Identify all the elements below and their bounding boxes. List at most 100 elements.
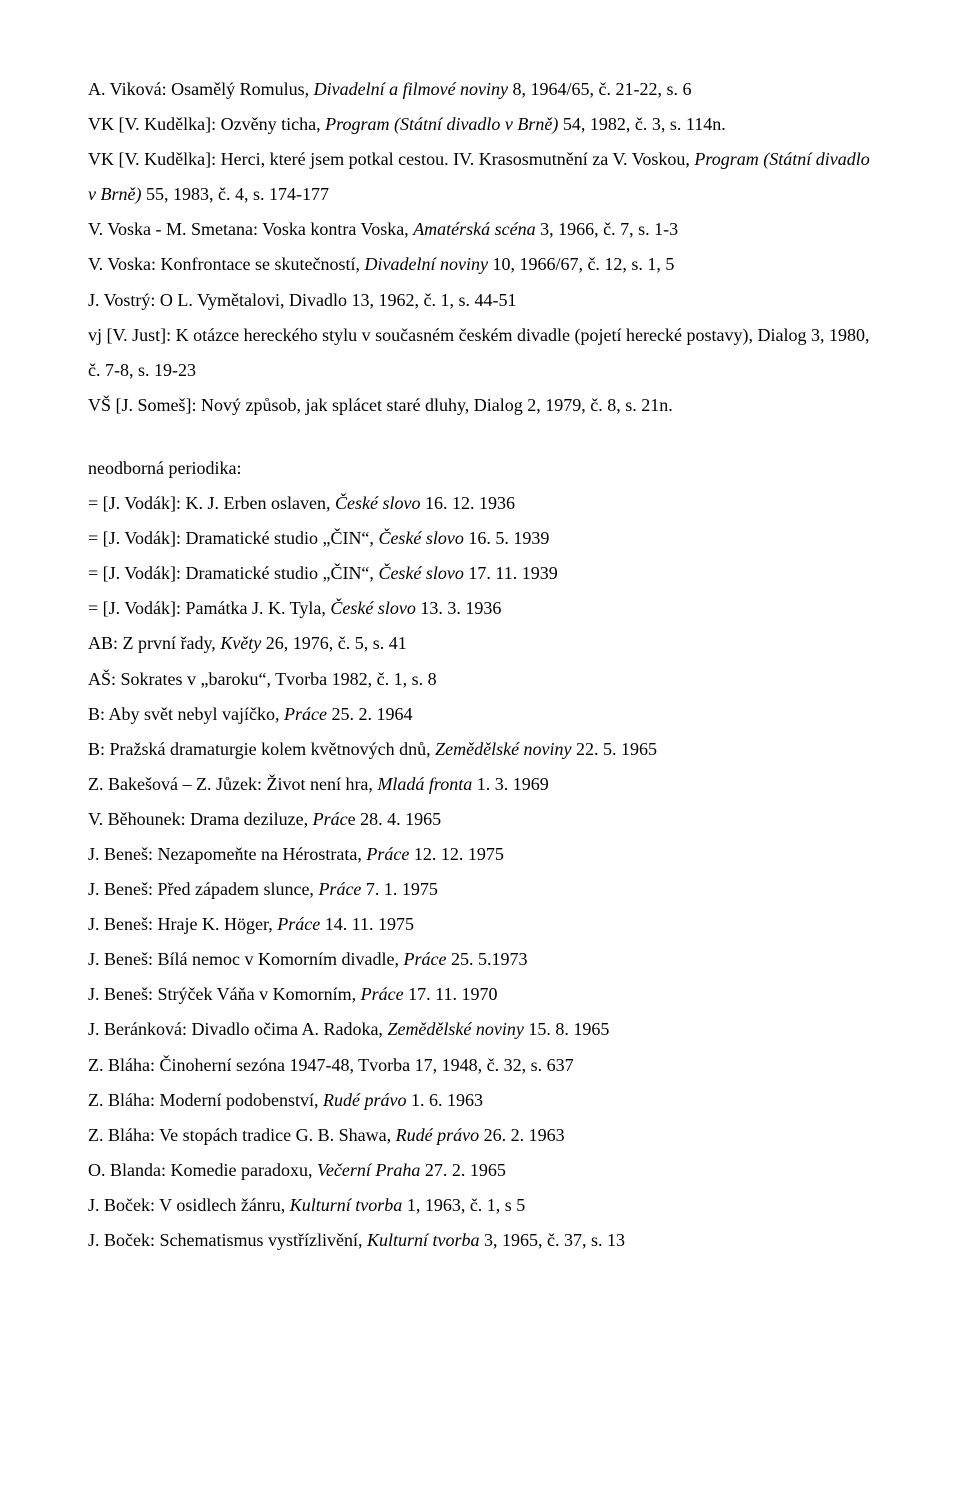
bibliography-entry: O. Blanda: Komedie paradoxu, Večerní Pra… bbox=[88, 1153, 872, 1188]
entry-text: 10, 1966/67, č. 12, s. 1, 5 bbox=[488, 254, 675, 274]
entry-text: 25. 2. 1964 bbox=[327, 704, 413, 724]
bibliography-entry: Z. Bakešová – Z. Jůzek: Život není hra, … bbox=[88, 767, 872, 802]
entry-text: 16. 12. 1936 bbox=[420, 493, 515, 513]
bibliography-entry: Z. Bláha: Ve stopách tradice G. B. Shawa… bbox=[88, 1118, 872, 1153]
entry-text: J. Beneš: Hraje K. Höger, bbox=[88, 914, 277, 934]
bibliography-entry: J. Beneš: Před západem slunce, Práce 7. … bbox=[88, 872, 872, 907]
bibliography-entry: AB: Z první řady, Květy 26, 1976, č. 5, … bbox=[88, 626, 872, 661]
bibliography-entry: J. Beneš: Nezapomeňte na Hérostrata, Prá… bbox=[88, 837, 872, 872]
bibliography-entry: V. Voska - M. Smetana: Voska kontra Vosk… bbox=[88, 212, 872, 247]
entry-text: = [J. Vodák]: Dramatické studio „ČIN“, bbox=[88, 563, 378, 583]
periodical-title: Práce bbox=[403, 949, 446, 969]
bibliography-entry: J. Beránková: Divadlo očima A. Radoka, Z… bbox=[88, 1012, 872, 1047]
bibliography-entry: Z. Bláha: Činoherní sezóna 1947-48, Tvor… bbox=[88, 1048, 872, 1083]
entry-text: Z. Bláha: Ve stopách tradice G. B. Shawa… bbox=[88, 1125, 396, 1145]
entry-text: Z. Bláha: Činoherní sezóna 1947-48, Tvor… bbox=[88, 1055, 574, 1075]
bibliography-entry: VK [V. Kudělka]: Ozvěny ticha, Program (… bbox=[88, 107, 872, 142]
entry-text: 7. 1. 1975 bbox=[361, 879, 438, 899]
entry-text: J. Boček: V osidlech žánru, bbox=[88, 1195, 290, 1215]
entry-text: 54, 1982, č. 3, s. 114n. bbox=[558, 114, 725, 134]
bibliography-entry: J. Vostrý: O L. Vymětalovi, Divadlo 13, … bbox=[88, 283, 872, 318]
periodical-title: Práce bbox=[277, 914, 320, 934]
periodical-title: Zemědělské noviny bbox=[435, 739, 571, 759]
bibliography-entry: = [J. Vodák]: Památka J. K. Tyla, České … bbox=[88, 591, 872, 626]
entry-text: 55, 1983, č. 4, s. 174-177 bbox=[141, 184, 329, 204]
periodical-title: Prác bbox=[313, 809, 348, 829]
entry-text: e 28. 4. 1965 bbox=[348, 809, 442, 829]
entry-text: J. Beneš: Nezapomeňte na Hérostrata, bbox=[88, 844, 366, 864]
periodical-title: Divadelní a filmové noviny bbox=[314, 79, 508, 99]
section-gap bbox=[88, 423, 872, 451]
bibliography-entry: vj [V. Just]: K otázce hereckého stylu v… bbox=[88, 318, 872, 388]
periodical-title: Práce bbox=[284, 704, 327, 724]
entry-text: = [J. Vodák]: Památka J. K. Tyla, bbox=[88, 598, 330, 618]
entry-text: VK [V. Kudělka]: Herci, které jsem potka… bbox=[88, 149, 694, 169]
entry-text: 17. 11. 1939 bbox=[464, 563, 558, 583]
entry-text: J. Beránková: Divadlo očima A. Radoka, bbox=[88, 1019, 387, 1039]
entry-text: 3, 1966, č. 7, s. 1-3 bbox=[536, 219, 679, 239]
bibliography-entry: AŠ: Sokrates v „baroku“, Tvorba 1982, č.… bbox=[88, 662, 872, 697]
entry-text: 25. 5.1973 bbox=[446, 949, 527, 969]
bibliography-entry: VŠ [J. Someš]: Nový způsob, jak splácet … bbox=[88, 388, 872, 423]
entry-text: 26, 1976, č. 5, s. 41 bbox=[261, 633, 407, 653]
entry-text: J. Vostrý: O L. Vymětalovi, Divadlo 13, … bbox=[88, 290, 517, 310]
periodical-title: České slovo bbox=[378, 528, 463, 548]
bibliography-entry: J. Beneš: Bílá nemoc v Komorním divadle,… bbox=[88, 942, 872, 977]
entry-text: AB: Z první řady, bbox=[88, 633, 220, 653]
periodical-title: Práce bbox=[366, 844, 409, 864]
entry-text: AŠ: Sokrates v „baroku“, Tvorba 1982, č.… bbox=[88, 669, 437, 689]
entry-text: 22. 5. 1965 bbox=[572, 739, 658, 759]
entry-text: 1. 6. 1963 bbox=[406, 1090, 483, 1110]
entry-text: 14. 11. 1975 bbox=[320, 914, 414, 934]
periodical-title: Rudé právo bbox=[396, 1125, 479, 1145]
entry-text: = [J. Vodák]: Dramatické studio „ČIN“, bbox=[88, 528, 378, 548]
entry-text: 12. 12. 1975 bbox=[409, 844, 504, 864]
entry-text: 26. 2. 1963 bbox=[479, 1125, 565, 1145]
periodical-title: České slovo bbox=[330, 598, 415, 618]
periodical-title: Amatérská scéna bbox=[413, 219, 535, 239]
bibliography-entry: J. Beneš: Hraje K. Höger, Práce 14. 11. … bbox=[88, 907, 872, 942]
entry-text: 1. 3. 1969 bbox=[472, 774, 549, 794]
periodical-title: Kulturní tvorba bbox=[367, 1230, 480, 1250]
periodical-title: České slovo bbox=[378, 563, 463, 583]
bibliography-entry: A. Viková: Osamělý Romulus, Divadelní a … bbox=[88, 72, 872, 107]
bibliography-entry: J. Boček: Schematismus vystřízlivění, Ku… bbox=[88, 1223, 872, 1258]
entry-text: 8, 1964/65, č. 21-22, s. 6 bbox=[508, 79, 692, 99]
bibliography-entry: B: Pražská dramaturgie kolem květnových … bbox=[88, 732, 872, 767]
entry-text: Z. Bakešová – Z. Jůzek: Život není hra, bbox=[88, 774, 377, 794]
bibliography-entry: J. Beneš: Strýček Váňa v Komorním, Práce… bbox=[88, 977, 872, 1012]
entry-text: Z. Bláha: Moderní podobenství, bbox=[88, 1090, 323, 1110]
bibliography-entry: = [J. Vodák]: Dramatické studio „ČIN“, Č… bbox=[88, 556, 872, 591]
periodical-title: Večerní Praha bbox=[317, 1160, 420, 1180]
entry-text: O. Blanda: Komedie paradoxu, bbox=[88, 1160, 317, 1180]
bibliography-entry: V. Běhounek: Drama deziluze, Práce 28. 4… bbox=[88, 802, 872, 837]
bibliography-entry: V. Voska: Konfrontace se skutečností, Di… bbox=[88, 247, 872, 282]
bibliography-entry: J. Boček: V osidlech žánru, Kulturní tvo… bbox=[88, 1188, 872, 1223]
periodical-title: Práce bbox=[318, 879, 361, 899]
periodical-title: Mladá fronta bbox=[377, 774, 472, 794]
periodical-title: Květy bbox=[220, 633, 261, 653]
entry-text: J. Boček: Schematismus vystřízlivění, bbox=[88, 1230, 367, 1250]
entry-text: 3, 1965, č. 37, s. 13 bbox=[479, 1230, 625, 1250]
entry-text: 15. 8. 1965 bbox=[524, 1019, 610, 1039]
entry-text: B: Pražská dramaturgie kolem květnových … bbox=[88, 739, 435, 759]
entry-text: V. Běhounek: Drama deziluze, bbox=[88, 809, 313, 829]
periodical-title: Rudé právo bbox=[323, 1090, 406, 1110]
bibliography-entry: B: Aby svět nebyl vajíčko, Práce 25. 2. … bbox=[88, 697, 872, 732]
entry-text: vj [V. Just]: K otázce hereckého stylu v… bbox=[88, 325, 869, 380]
entry-text: J. Beneš: Před západem slunce, bbox=[88, 879, 318, 899]
bibliography-entry: VK [V. Kudělka]: Herci, které jsem potka… bbox=[88, 142, 872, 212]
entry-text: V. Voska - M. Smetana: Voska kontra Vosk… bbox=[88, 219, 413, 239]
periodical-title: Kulturní tvorba bbox=[290, 1195, 403, 1215]
bibliography-entry: = [J. Vodák]: Dramatické studio „ČIN“, Č… bbox=[88, 521, 872, 556]
periodical-title: Divadelní noviny bbox=[364, 254, 487, 274]
bibliography-entry: Z. Bláha: Moderní podobenství, Rudé práv… bbox=[88, 1083, 872, 1118]
entry-text: J. Beneš: Bílá nemoc v Komorním divadle, bbox=[88, 949, 403, 969]
entry-text: B: Aby svět nebyl vajíčko, bbox=[88, 704, 284, 724]
bibliography-bottom: = [J. Vodák]: K. J. Erben oslaven, České… bbox=[88, 486, 872, 1258]
periodical-title: Program (Státní divadlo v Brně) bbox=[325, 114, 558, 134]
entry-text: = [J. Vodák]: K. J. Erben oslaven, bbox=[88, 493, 335, 513]
bibliography-entry: = [J. Vodák]: K. J. Erben oslaven, České… bbox=[88, 486, 872, 521]
periodical-title: České slovo bbox=[335, 493, 420, 513]
periodical-title: Zemědělské noviny bbox=[387, 1019, 523, 1039]
